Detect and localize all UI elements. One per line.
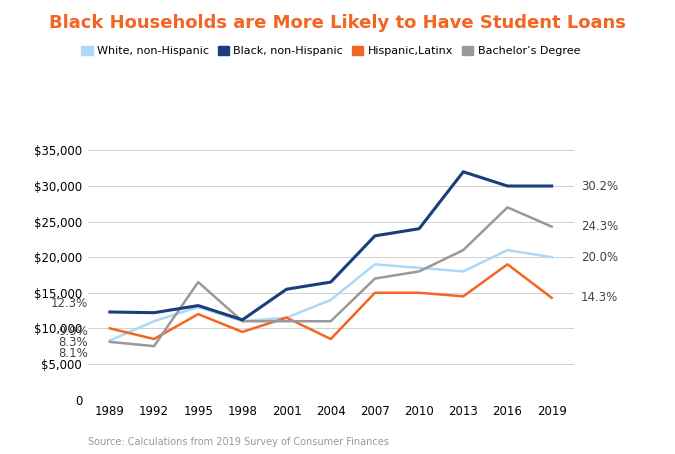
Text: 24.3%: 24.3% (581, 220, 618, 233)
Text: 9.9%: 9.9% (58, 326, 88, 338)
Text: Black Households are More Likely to Have Student Loans: Black Households are More Likely to Have… (49, 14, 626, 32)
Text: 12.3%: 12.3% (51, 297, 88, 310)
Text: Source: Calculations from 2019 Survey of Consumer Finances: Source: Calculations from 2019 Survey of… (88, 437, 389, 447)
Text: 14.3%: 14.3% (581, 291, 618, 304)
Text: 8.3%: 8.3% (58, 336, 88, 349)
Legend: White, non-Hispanic, Black, non-Hispanic, Hispanic,Latinx, Bachelor’s Degree: White, non-Hispanic, Black, non-Hispanic… (77, 42, 585, 61)
Text: 20.0%: 20.0% (581, 251, 618, 264)
Text: 30.2%: 30.2% (581, 179, 618, 192)
Text: 8.1%: 8.1% (58, 347, 88, 360)
